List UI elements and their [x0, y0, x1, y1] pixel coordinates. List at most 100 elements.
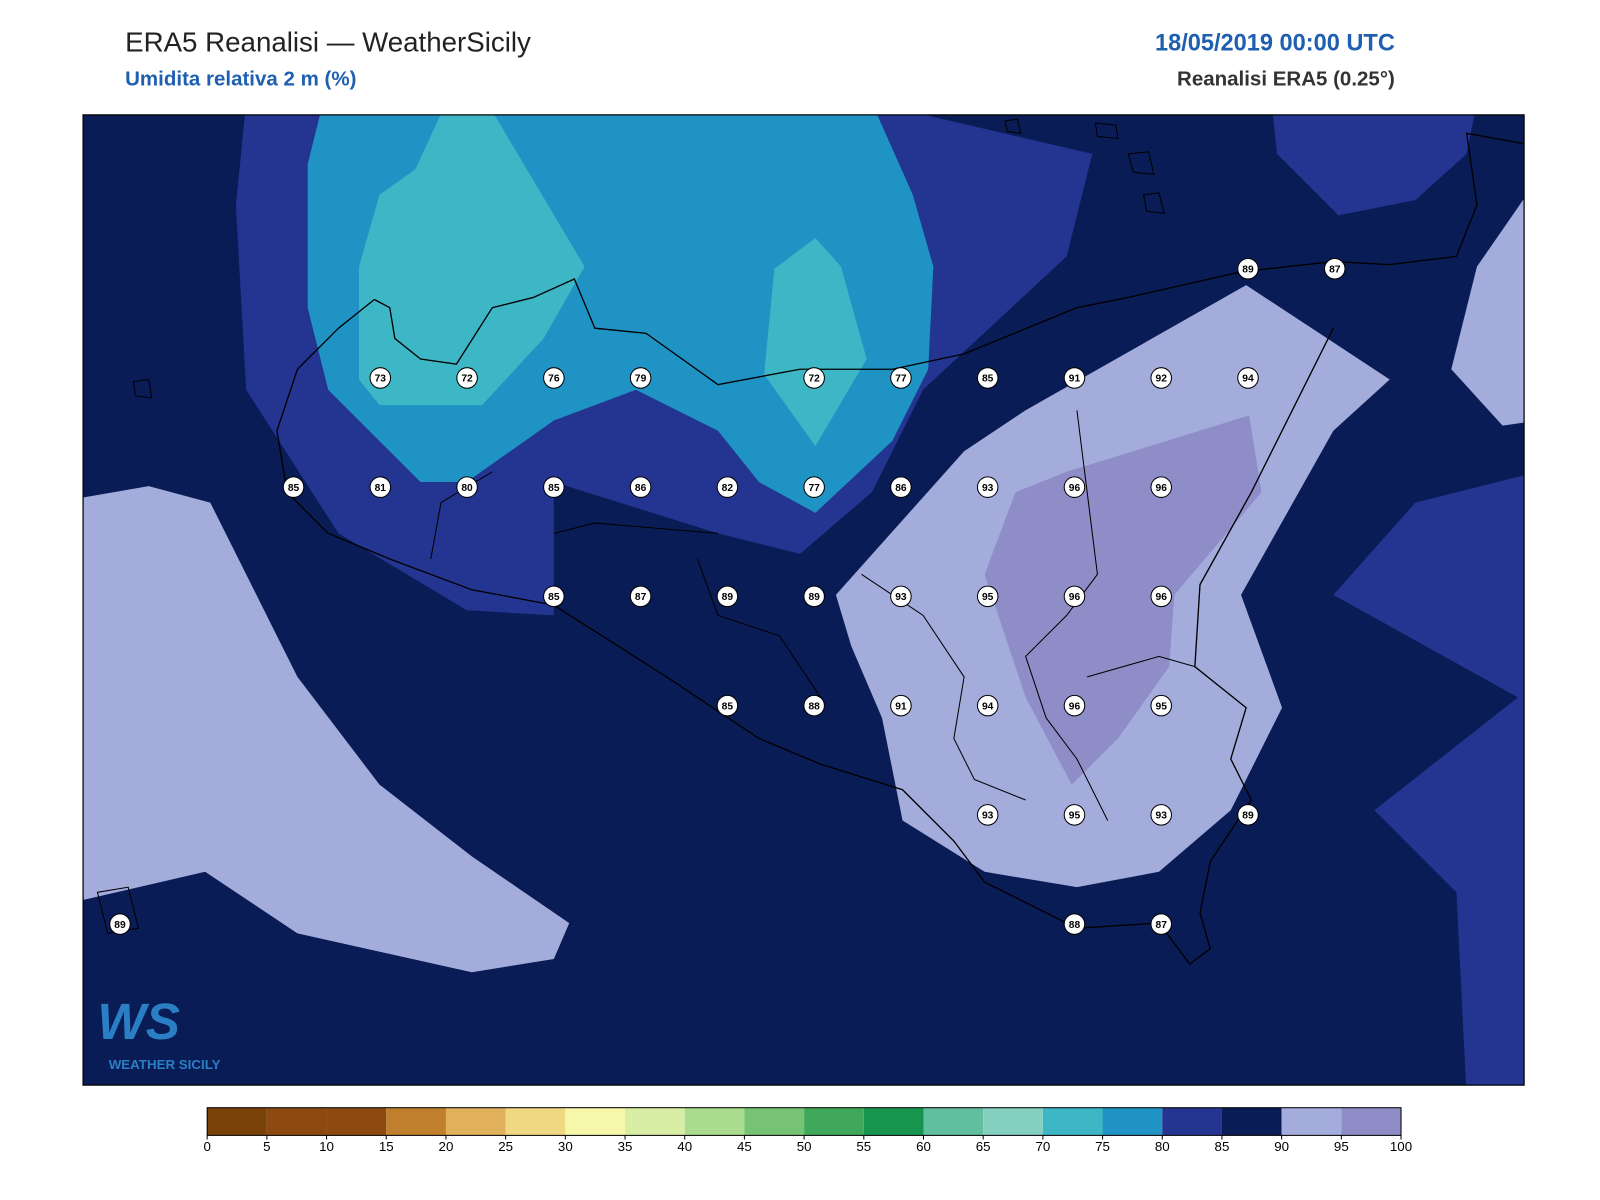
station-marker [629, 585, 652, 608]
source: Reanalisi ERA5 (0.25°) [1177, 67, 1395, 90]
stations: 89 87 73 72 76 79 72 77 85 91 92 94 85 81 80 85 86 82 77 86… [109, 257, 1346, 935]
station-value: 77 [808, 483, 820, 494]
logo-name: WEATHER SICILY [109, 1057, 221, 1072]
islands [96, 118, 1165, 934]
station-value: 73 [375, 374, 387, 385]
station-marker [369, 367, 392, 389]
station-marker [1150, 476, 1172, 498]
colorbar-tick-label: 60 [916, 1139, 931, 1154]
colorbar-band [625, 1107, 685, 1136]
colorbar-band [863, 1107, 924, 1136]
colorbar-band [326, 1107, 387, 1136]
station-marker [976, 694, 999, 717]
colorbar-band [744, 1107, 805, 1136]
colorbar-band [266, 1107, 327, 1136]
station-value: 80 [461, 483, 473, 494]
field-70-75 [358, 114, 585, 406]
colorbar-tick-label: 30 [558, 1139, 573, 1154]
colorbar-tick-label: 20 [439, 1139, 454, 1154]
station-marker [282, 476, 305, 498]
colorbar-band [804, 1107, 864, 1136]
station-marker [1063, 367, 1086, 389]
colorbar-tick-label: 85 [1215, 1139, 1230, 1154]
station-marker [976, 367, 999, 389]
colorbar-band [923, 1107, 984, 1136]
station-marker [1063, 476, 1086, 498]
colorbar-tick-label: 25 [498, 1139, 513, 1154]
station-value: 96 [1069, 483, 1081, 494]
station-marker [716, 694, 739, 717]
station-value: 85 [982, 374, 994, 385]
station-value: 88 [1069, 920, 1081, 931]
colorbar-band [445, 1107, 506, 1136]
station-value: 94 [1242, 374, 1254, 385]
colorbar-band [565, 1107, 626, 1136]
station-value: 91 [1069, 374, 1081, 385]
station-value: 95 [1069, 811, 1081, 822]
station-marker [369, 476, 392, 498]
station-value: 72 [461, 374, 473, 385]
colorbar-tick-label: 10 [319, 1139, 334, 1154]
station-value: 89 [114, 920, 126, 931]
colorbar-band [1221, 1107, 1282, 1136]
station-value: 87 [1156, 920, 1168, 931]
colorbar-band [505, 1107, 566, 1136]
station-marker [629, 476, 652, 498]
station-value: 85 [548, 483, 560, 494]
colorbar-band [207, 1107, 267, 1136]
station-value: 89 [722, 592, 734, 603]
station-value: 85 [548, 592, 560, 603]
station-value: 92 [1156, 374, 1168, 385]
station-marker [890, 585, 912, 608]
province-borders [430, 410, 1196, 821]
station-marker [1150, 367, 1172, 389]
station-marker [716, 476, 739, 498]
station-value: 86 [635, 483, 647, 494]
station-value: 95 [982, 592, 994, 603]
station-value: 77 [895, 374, 907, 385]
station-value: 89 [1242, 811, 1254, 822]
station-marker [803, 585, 825, 608]
colorbar-tick-label: 40 [677, 1139, 692, 1154]
colorbar-tick-label: 35 [618, 1139, 633, 1154]
station-marker [456, 476, 478, 498]
station-value: 93 [982, 811, 994, 822]
colorbar-tick-label: 70 [1035, 1139, 1050, 1154]
station-marker [1063, 585, 1086, 608]
station-marker [890, 367, 912, 389]
colorbar-tick-label: 90 [1274, 1139, 1289, 1154]
station-value: 82 [722, 483, 734, 494]
station-value: 72 [808, 374, 820, 385]
station-value: 96 [1156, 483, 1168, 494]
station-value: 79 [635, 374, 647, 385]
station-value: 93 [982, 483, 994, 494]
station-marker [803, 476, 825, 498]
station-marker [976, 585, 999, 608]
station-value: 89 [808, 592, 820, 603]
subtitle: Umidita relativa 2 m (%) [125, 67, 356, 90]
map-frame [82, 114, 1525, 1086]
station-marker [1237, 367, 1259, 389]
colorbar-tick-label: 100 [1390, 1139, 1412, 1154]
station-marker [1150, 694, 1172, 717]
station-marker [716, 585, 739, 608]
station-value: 85 [722, 701, 734, 712]
station-marker [1063, 913, 1086, 935]
station-marker [1237, 804, 1259, 826]
colorbar-tick-label: 45 [737, 1139, 752, 1154]
station-value: 85 [288, 483, 300, 494]
colorbar-band [983, 1107, 1043, 1136]
field-80-85 [1333, 475, 1525, 1086]
colorbar-band [1162, 1107, 1222, 1136]
colorbar-tick-label: 0 [203, 1139, 210, 1154]
station-value: 95 [1156, 701, 1168, 712]
colorbar-tick-label: 50 [797, 1139, 812, 1154]
station-marker [976, 804, 999, 826]
field-70-75 [764, 237, 867, 447]
colorbar-tick-label: 5 [263, 1139, 270, 1154]
colorbar-band [386, 1107, 446, 1136]
station-marker [976, 476, 999, 498]
station-value: 89 [1242, 264, 1254, 275]
